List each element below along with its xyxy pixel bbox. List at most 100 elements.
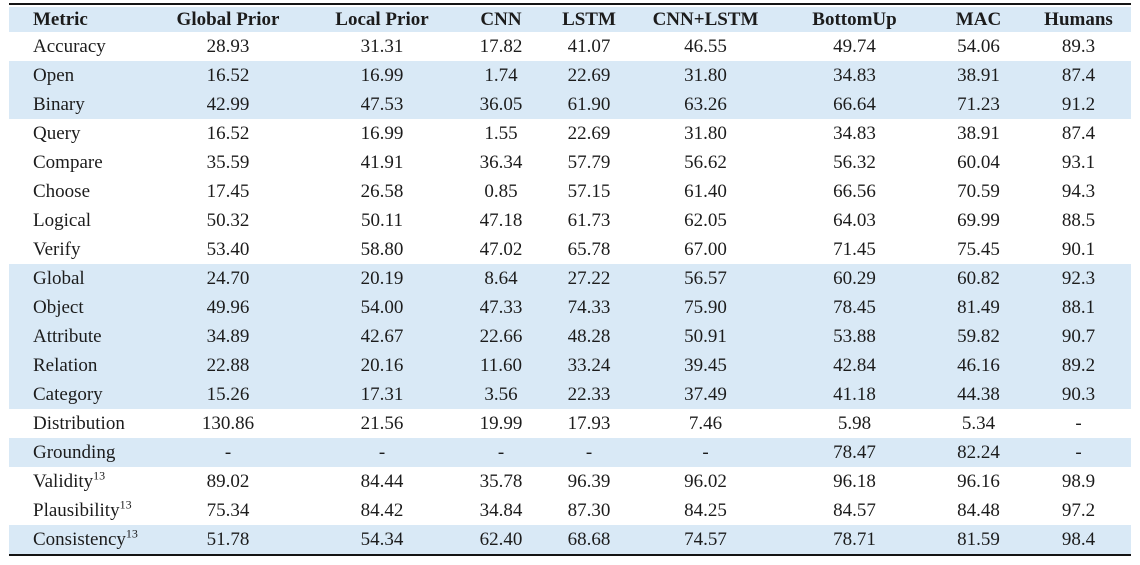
metric-label: Binary — [33, 93, 85, 115]
value-cell: 34.83 — [833, 122, 876, 144]
metric-cell: Grounding — [9, 438, 149, 467]
value-cell: 44.38 — [957, 383, 1000, 405]
value-cell: 5.98 — [837, 412, 872, 434]
footnote-marker: 13 — [93, 468, 106, 483]
column-header: BottomUp — [778, 7, 931, 32]
metric-label: Attribute — [33, 325, 102, 347]
value-cell: 61.90 — [567, 93, 611, 115]
value-cell: 17.82 — [479, 35, 523, 57]
table-row: Compare 35.59 41.91 36.34 57.79 56.62 56.32 60.… — [9, 148, 1131, 177]
value-cell: 38.91 — [957, 122, 1000, 144]
value-cell: 66.56 — [833, 180, 876, 202]
value-cell: 75.34 — [206, 499, 250, 521]
metric-label: Global — [33, 267, 85, 289]
metric-label: Consistency — [33, 528, 126, 550]
value-cell: 8.64 — [484, 267, 518, 289]
value-cell: 22.66 — [479, 325, 523, 347]
value-cell: 89.2 — [1061, 354, 1096, 376]
metric-cell: Distribution — [9, 409, 149, 438]
metric-label: Query — [33, 122, 81, 144]
value-cell: 81.49 — [957, 296, 1000, 318]
column-header: LSTM — [545, 7, 633, 32]
footnote-marker: 13 — [125, 526, 138, 541]
table-row: Binary 42.99 47.53 36.05 61.90 63.26 66.64 71.2… — [9, 90, 1131, 119]
value-cell: 17.45 — [206, 180, 250, 202]
value-cell: 39.45 — [684, 354, 727, 376]
metric-cell: Object — [9, 293, 149, 322]
value-cell: 22.88 — [206, 354, 250, 376]
value-cell: 62.40 — [479, 528, 523, 550]
value-cell: 84.48 — [957, 499, 1000, 521]
value-cell: 94.3 — [1061, 180, 1096, 202]
value-cell: - — [378, 441, 386, 463]
value-cell: 24.70 — [206, 267, 250, 289]
value-cell: 31.80 — [684, 122, 727, 144]
value-cell: 51.78 — [206, 528, 250, 550]
value-cell: 7.46 — [688, 412, 723, 434]
table-row: Plausibility13 75.34 84.42 34.84 87.30 84.25 8… — [9, 496, 1131, 525]
value-cell: 58.80 — [360, 238, 404, 260]
value-cell: 68.68 — [567, 528, 611, 550]
value-cell: 53.88 — [833, 325, 876, 347]
value-cell: - — [585, 441, 593, 463]
metric-cell: Relation — [9, 351, 149, 380]
value-cell: 47.33 — [479, 296, 523, 318]
value-cell: 27.22 — [567, 267, 611, 289]
table-row: Query 16.52 16.99 1.55 22.69 31.80 34.83 38.91 8… — [9, 119, 1131, 148]
value-cell: 16.99 — [360, 64, 404, 86]
value-cell: 46.55 — [684, 35, 727, 57]
metric-cell: Category — [9, 380, 149, 409]
value-cell: 31.31 — [360, 35, 404, 57]
value-cell: 42.84 — [833, 354, 876, 376]
value-cell: 1.55 — [484, 122, 518, 144]
metric-label: Accuracy — [33, 35, 106, 57]
column-header: CNN+LSTM — [633, 7, 778, 32]
value-cell: 16.99 — [360, 122, 404, 144]
value-cell: 20.16 — [360, 354, 404, 376]
value-cell: 34.89 — [206, 325, 250, 347]
metric-label: Plausibility — [33, 499, 120, 521]
metric-cell: Compare — [9, 148, 149, 177]
value-cell: 60.29 — [833, 267, 876, 289]
value-cell: 56.57 — [684, 267, 727, 289]
metric-label: Choose — [33, 180, 90, 202]
value-cell: 20.19 — [360, 267, 404, 289]
value-cell: 21.56 — [360, 412, 404, 434]
header-row: Metric Global Prior Local Prior CNN LSTM CNN+… — [9, 7, 1131, 32]
metric-label: Grounding — [33, 441, 116, 463]
metric-cell: Logical — [9, 206, 149, 235]
column-header: Local Prior — [307, 7, 457, 32]
value-cell: 64.03 — [833, 209, 876, 231]
metric-cell: Plausibility13 — [9, 496, 149, 525]
metric-cell: Consistency13 — [9, 525, 149, 554]
value-cell: 78.71 — [833, 528, 876, 550]
value-cell: 16.52 — [206, 122, 250, 144]
value-cell: 67.00 — [684, 238, 727, 260]
value-cell: 98.9 — [1061, 470, 1096, 492]
value-cell: 56.32 — [833, 151, 876, 173]
value-cell: 1.74 — [484, 64, 518, 86]
value-cell: 60.82 — [957, 267, 1000, 289]
value-cell: 26.58 — [360, 180, 404, 202]
value-cell: 17.93 — [567, 412, 611, 434]
value-cell: 56.62 — [684, 151, 727, 173]
value-cell: - — [702, 441, 709, 463]
results-table: Metric Global Prior Local Prior CNN LSTM CNN+… — [9, 7, 1131, 554]
value-cell: 47.53 — [360, 93, 404, 115]
value-cell: - — [497, 441, 505, 463]
value-cell: 65.78 — [567, 238, 611, 260]
value-cell: 57.15 — [567, 180, 611, 202]
value-cell: 11.60 — [479, 354, 523, 376]
value-cell: 84.25 — [684, 499, 727, 521]
value-cell: 88.1 — [1061, 296, 1096, 318]
value-cell: 38.91 — [957, 64, 1000, 86]
value-cell: 84.57 — [833, 499, 876, 521]
metric-label: Object — [33, 296, 84, 318]
table-row: Attribute 34.89 42.67 22.66 48.28 50.91 53.88 5… — [9, 322, 1131, 351]
table-row: Distribution 130.86 21.56 19.99 17.93 7.46 5.9… — [9, 409, 1131, 438]
value-cell: 57.79 — [567, 151, 611, 173]
value-cell: 81.59 — [957, 528, 1000, 550]
value-cell: 74.33 — [567, 296, 611, 318]
column-header: MAC — [931, 7, 1026, 32]
value-cell: 130.86 — [201, 412, 255, 434]
